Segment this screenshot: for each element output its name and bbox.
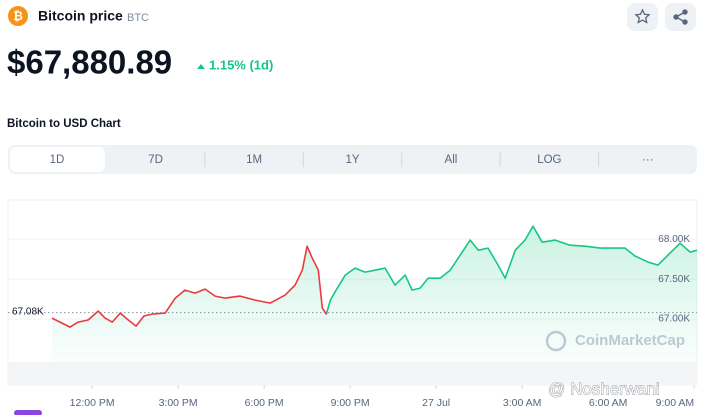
tab[interactable]: 7D [148,154,163,166]
tab[interactable]: ··· [642,154,654,166]
tab-selected [10,147,105,172]
coin-icon [8,6,28,26]
x-tick-label: 6:00 AM [589,397,628,409]
range-bar [8,362,697,385]
baseline-label: 67.08K [12,306,44,317]
x-tick-label: 9:00 AM [656,397,695,409]
star-icon [634,8,651,24]
y-tick-label: 68.00K [658,234,690,245]
tab[interactable]: All [445,154,458,166]
coin-icon-glyph: ₿ [13,9,23,23]
price-line [51,225,698,328]
tab[interactable]: 1Y [345,154,359,166]
price-change: 1.15% (1d) [209,57,273,72]
area [52,226,697,362]
x-tick-label: 3:00 PM [159,397,198,409]
share-button[interactable] [665,3,696,31]
x-tick-label: 3:00 AM [503,397,542,409]
chart-heading: Bitcoin to USD Chart [7,118,121,130]
share-icon [673,9,688,25]
x-tick-label: 9:00 PM [331,397,370,409]
tab-bar [8,145,697,174]
y-tick-label: 67.00K [658,314,690,325]
price: $67,880.89 [7,44,172,81]
corner-badge [14,410,42,415]
star-button[interactable] [627,3,658,31]
symbol: BTC [127,12,149,24]
tab[interactable]: 1M [246,154,262,166]
watermark: @ Nosherwani [548,379,660,398]
tab[interactable]: 1D [50,154,65,166]
y-tick-label: 67.50K [658,274,690,285]
title: Bitcoin price [38,8,123,24]
x-tick-label: 27 Jul [422,397,450,409]
tab[interactable]: LOG [537,154,561,166]
x-tick-label: 12:00 PM [70,397,115,409]
x-tick-label: 6:00 PM [245,397,284,409]
up-arrow [197,64,205,69]
